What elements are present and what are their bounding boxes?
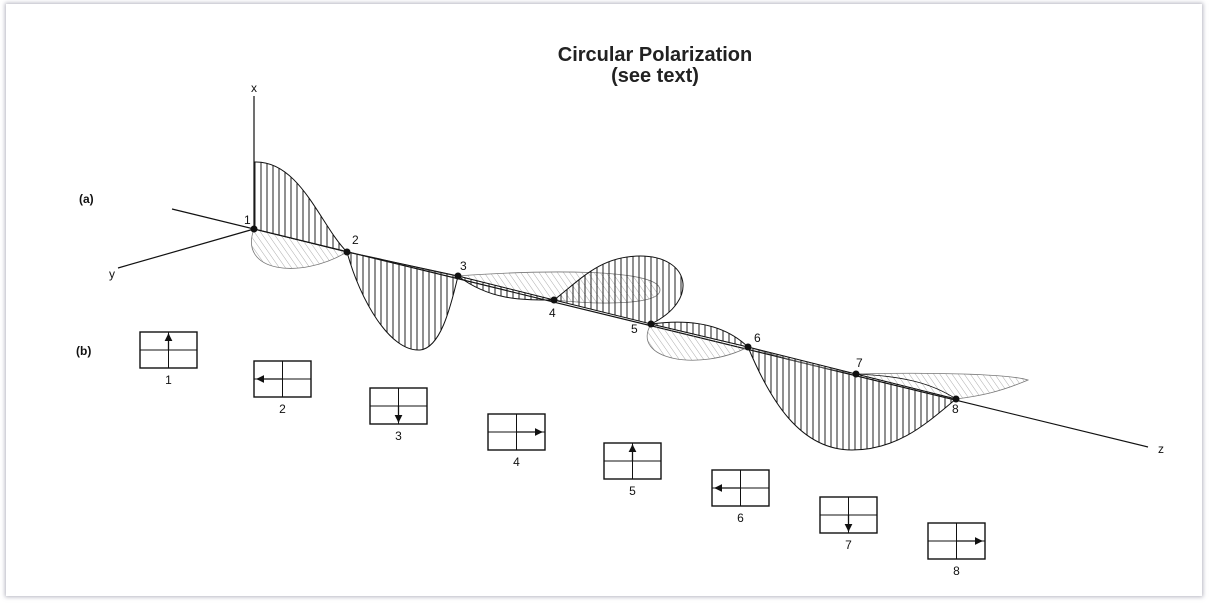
state-label: 1 [165, 373, 172, 387]
vector-state-7: 7 [819, 496, 878, 552]
state-label: 5 [629, 484, 636, 498]
point-8 [952, 395, 960, 403]
part-label-b: (b) [76, 344, 91, 358]
y-axis [117, 228, 255, 269]
vector-state-2: 2 [253, 360, 312, 416]
point-4 [550, 296, 558, 304]
point-label-2: 2 [352, 233, 359, 247]
point-1 [250, 225, 258, 233]
vector-state-boxes: 1 2 3 4 5 6 7 8 [139, 331, 986, 578]
title-line-1: Circular Polarization [557, 44, 753, 66]
vector-state-4: 4 [487, 413, 546, 469]
point-5 [647, 320, 655, 328]
state-label: 2 [279, 402, 286, 416]
point-label-4: 4 [549, 306, 556, 320]
point-7 [852, 370, 860, 378]
point-3 [454, 272, 462, 280]
state-label: 4 [513, 455, 520, 469]
point-6 [744, 343, 752, 351]
vector-state-1: 1 [139, 331, 198, 387]
y-axis-label: y [109, 267, 115, 281]
z-axis-label: z [1158, 442, 1164, 456]
state-label: 6 [737, 511, 744, 525]
point-label-6: 6 [754, 331, 761, 345]
state-label: 3 [395, 429, 402, 443]
point-label-7: 7 [856, 356, 863, 370]
x-field-component [253, 161, 958, 451]
state-label: 8 [953, 564, 960, 578]
point-label-1: 1 [244, 213, 251, 227]
point-2 [343, 248, 351, 256]
x-axis-label: x [251, 81, 257, 95]
vector-state-5: 5 [603, 442, 662, 498]
point-label-5: 5 [631, 322, 638, 336]
part-label-a: (a) [79, 192, 94, 206]
point-label-8: 8 [952, 402, 959, 416]
state-label: 7 [845, 538, 852, 552]
figure-title: Circular Polarization (see text) [480, 45, 830, 87]
vector-state-8: 8 [927, 522, 986, 578]
propagation-points [250, 225, 960, 403]
point-label-3: 3 [460, 259, 467, 273]
title-line-2: (see text) [611, 65, 699, 87]
vector-state-6: 6 [711, 469, 770, 525]
vector-state-3: 3 [369, 387, 428, 443]
